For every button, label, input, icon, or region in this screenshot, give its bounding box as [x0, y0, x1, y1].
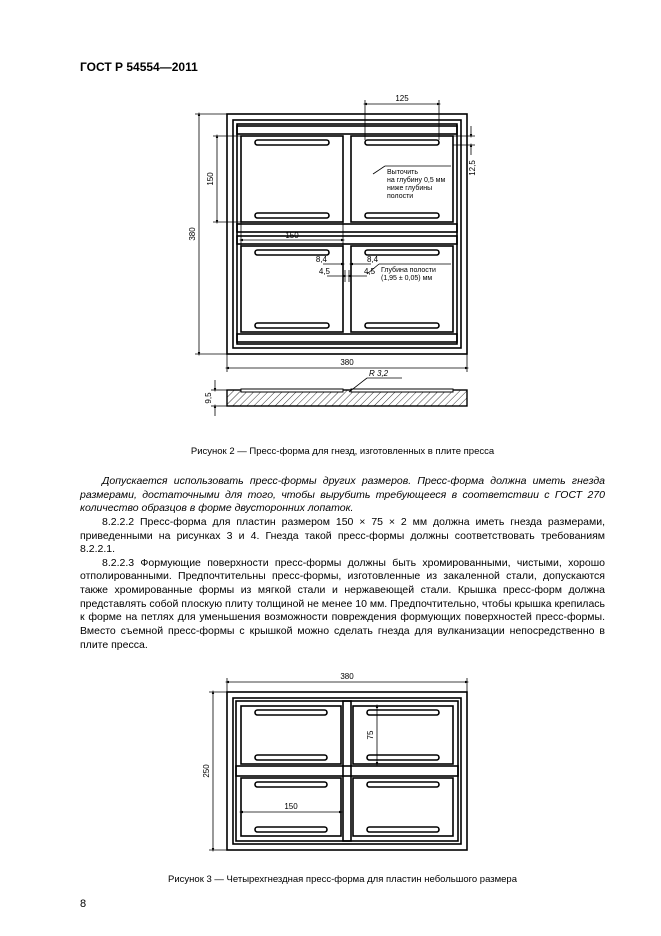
f3-dim-150: 150	[284, 802, 298, 811]
f3-dim-75: 75	[366, 730, 375, 739]
figure-3-svg: 380 250 150 75	[183, 670, 503, 860]
dim-380b: 380	[340, 358, 354, 367]
annot1-l4: полости	[387, 193, 413, 200]
f3-dim-250: 250	[202, 764, 211, 778]
doc-header: ГОСТ Р 54554—2011	[80, 60, 605, 74]
dim-380v: 380	[188, 227, 197, 241]
figure-2-svg: 125 12,5 150 380	[163, 92, 523, 432]
dim-9-5: 9,5	[204, 392, 213, 404]
dim-84l: 8,4	[315, 255, 327, 264]
figure-2-caption: Рисунок 2 — Пресс-форма для гнезд, изгот…	[80, 446, 605, 457]
dim-84r: 8,4	[367, 255, 379, 264]
annot1-l1: Выточить	[387, 169, 418, 176]
page: ГОСТ Р 54554—2011	[0, 0, 661, 936]
page-number: 8	[80, 898, 86, 910]
annot1-l2: на глубину 0,5 мм	[387, 176, 445, 184]
dim-150h: 150	[285, 231, 299, 240]
f3-dim-380: 380	[340, 672, 354, 681]
body-text: Допускается использовать пресс-формы дру…	[80, 475, 605, 652]
para-8222: 8.2.2.2 Пресс-форма для пластин размером…	[80, 516, 605, 557]
dim-r32: R 3,2	[369, 369, 389, 378]
para-italic: Допускается использовать пресс-формы дру…	[80, 475, 605, 516]
dim-45l: 4,5	[318, 267, 330, 276]
figure-3-caption: Рисунок 3 — Четырехгнездная пресс-форма …	[80, 874, 605, 885]
dim-12-5: 12,5	[468, 160, 477, 176]
annot2-l1: Глубина полости	[381, 266, 436, 274]
dim-150v: 150	[206, 172, 215, 186]
annot2-l2: (1,95 ± 0,05) мм	[381, 275, 432, 282]
dim-125-top: 125	[395, 94, 409, 103]
para-8223: 8.2.2.3 Формующие поверхности пресс-форм…	[80, 557, 605, 652]
annot1-l3: ниже глубины	[387, 184, 432, 192]
